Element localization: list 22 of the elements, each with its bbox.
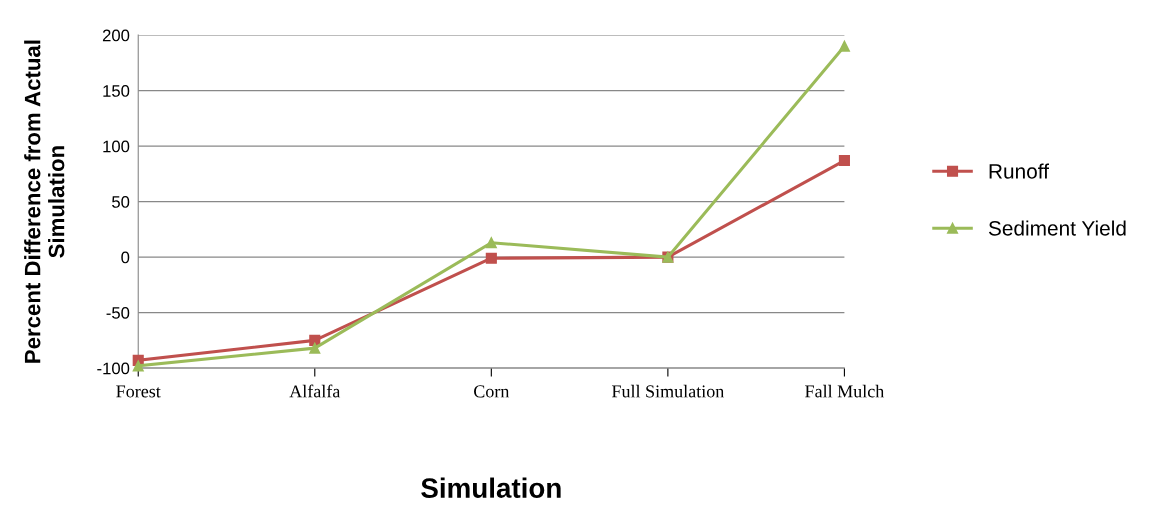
y-tick-label: -50 (106, 307, 130, 319)
x-axis-title: Simulation (421, 477, 561, 498)
point (132, 360, 144, 372)
y-axis-title: Percent Difference from Actual Simulation (24, 40, 65, 363)
x-tick-label: Alfalfa (289, 384, 341, 398)
x-tick-label: Corn (474, 385, 510, 398)
y-tick-label: 50 (112, 196, 130, 208)
y-tick-label: 150 (103, 85, 130, 97)
point (838, 40, 850, 52)
x-tick-label: Full Simulation (611, 384, 725, 398)
legend-label: Sediment Yield (988, 220, 1126, 236)
y-tick-label: 200 (102, 29, 130, 42)
point (485, 252, 497, 264)
x-tick-label: Forest (116, 385, 161, 398)
legend-label: Runoff (989, 163, 1049, 179)
point (485, 237, 497, 249)
y-tick-label: 0 (121, 251, 130, 264)
point (838, 155, 850, 167)
x-tick-label: Fall Mulch (805, 384, 885, 398)
point (309, 342, 321, 354)
y-tick-label: 100 (103, 140, 130, 153)
y-tick-label: -100 (97, 362, 130, 375)
